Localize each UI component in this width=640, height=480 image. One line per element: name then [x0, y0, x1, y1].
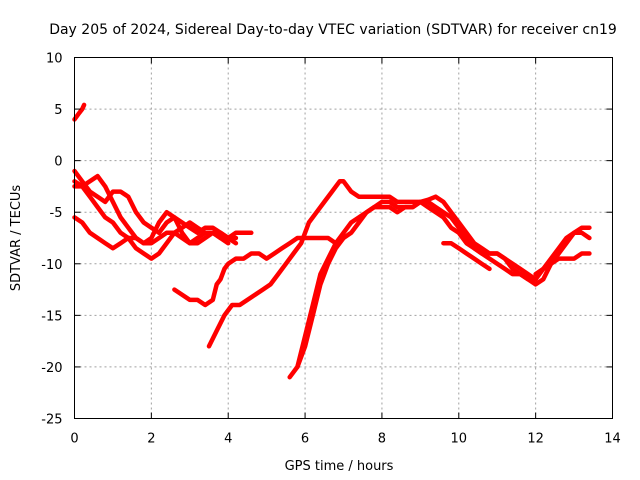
y-tick-label: -15: [41, 309, 62, 324]
series-line-s9: [295, 199, 592, 370]
y-tick-label: -25: [41, 413, 62, 428]
series-line-s10: [441, 240, 492, 272]
series-line-s7: [206, 179, 538, 349]
x-tick-label: 4: [224, 432, 232, 447]
x-tick-label: 8: [378, 432, 386, 447]
x-tick-label: 6: [301, 432, 309, 447]
y-tick-label: 10: [46, 52, 63, 67]
x-axis-label: GPS time / hours: [285, 459, 394, 474]
x-tick-label: 2: [147, 432, 155, 447]
y-axis-label: SDTVAR / TECUs: [9, 185, 24, 292]
plot-frame: [74, 57, 613, 419]
series-line-s11: [533, 251, 592, 277]
series-line-s3: [72, 173, 239, 246]
x-tick-label: 12: [527, 432, 544, 447]
series-layer: [72, 102, 592, 380]
y-tick-label: 5: [54, 103, 62, 118]
series-line-s6: [172, 235, 346, 308]
ticks: 0 2 4 6 8 10 12 14 -25 -20 -15 -10 -5 0 5 10: [41, 52, 621, 447]
y-tick-label: -10: [41, 258, 62, 273]
y-tick-label: 0: [54, 155, 62, 170]
x-tick-label: 10: [451, 432, 468, 447]
y-tick-label: -20: [41, 361, 62, 376]
chart-title: Day 205 of 2024, Sidereal Day-to-day VTE…: [49, 22, 617, 38]
x-tick-label: 0: [70, 432, 78, 447]
series-line-s8: [287, 199, 592, 380]
y-tick-label: -5: [50, 206, 63, 221]
x-tick-label: 14: [604, 432, 621, 447]
series-line-s1: [72, 102, 87, 122]
series-line-s5: [72, 215, 231, 251]
